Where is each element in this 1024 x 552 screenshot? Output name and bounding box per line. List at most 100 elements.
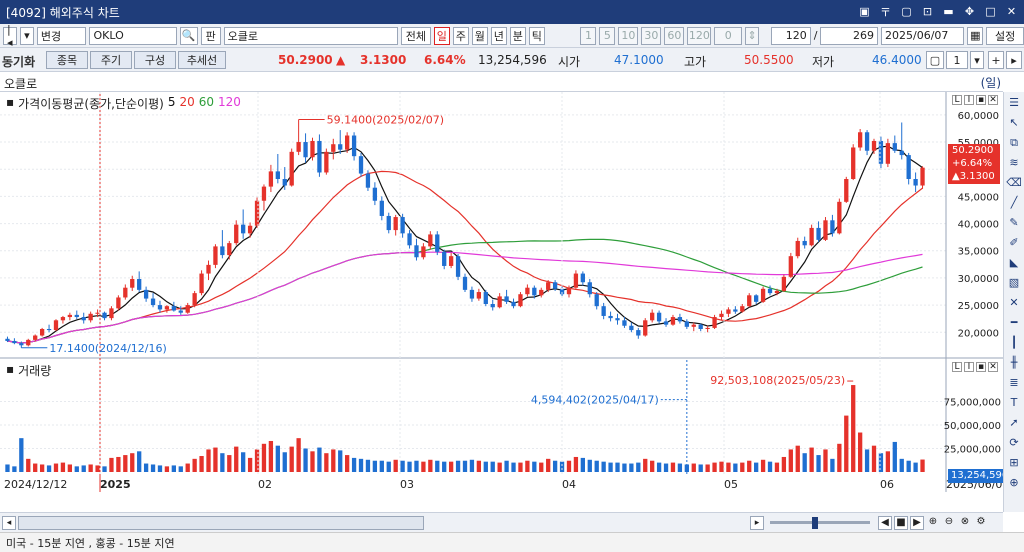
save-icon[interactable]: ⊡ <box>922 5 933 18</box>
search-icon[interactable]: 🔍 <box>179 26 198 45</box>
fib-icon[interactable]: ≣ <box>1009 376 1019 389</box>
cycle-icon[interactable]: ⟳ <box>1009 436 1019 449</box>
move-icon[interactable]: ✥ <box>964 5 975 18</box>
price-box-value: 50.2900 <box>952 145 994 156</box>
symbol-input[interactable]: OKLO <box>89 26 177 45</box>
all-button[interactable]: 전체 <box>400 26 431 45</box>
interval-5[interactable]: 5 <box>599 26 616 45</box>
layers-icon[interactable]: ≋ <box>1009 156 1019 169</box>
pane-lock-icon[interactable]: L <box>952 362 962 372</box>
pane-close-icon[interactable]: ✕ <box>988 362 998 372</box>
settings-button[interactable]: 설정 <box>986 26 1024 45</box>
add-icon[interactable]: + <box>988 51 1004 69</box>
arrow-icon[interactable]: ➚ <box>1009 416 1019 429</box>
calendar-icon[interactable]: ▦ <box>967 26 984 45</box>
bar-count-input[interactable]: 120 <box>771 26 811 45</box>
zoom-out-icon[interactable]: ⊖ <box>944 516 954 527</box>
pane-lock-icon[interactable]: L <box>952 95 962 105</box>
interval-1[interactable]: 1 <box>580 26 597 45</box>
period-minute[interactable]: 분 <box>509 26 526 45</box>
more-icon[interactable]: ▸ <box>1006 51 1022 69</box>
grid-icon[interactable]: ⊞ <box>1009 456 1019 469</box>
chart-svg[interactable]: 60,000055,000050,000045,000040,000035,00… <box>0 92 1009 512</box>
volume-cursor-label: 4,594,402(2025/04/17) <box>531 394 659 407</box>
pane-max-icon[interactable]: ▪ <box>976 95 986 105</box>
prev-icon[interactable]: |◂ <box>3 23 17 49</box>
brush-icon[interactable]: ✐ <box>1009 236 1019 249</box>
pen-icon[interactable]: ✎ <box>1009 216 1019 229</box>
play-icon[interactable]: ▶ <box>910 516 924 530</box>
zoom-reset-icon[interactable]: ⊗ <box>960 516 970 527</box>
candle-body <box>698 324 703 329</box>
scroll-left-icon[interactable]: ◂ <box>2 516 16 530</box>
interval-10[interactable]: 10 <box>618 26 639 45</box>
volume-bar <box>795 445 800 472</box>
vline-icon[interactable]: ┃ <box>1010 336 1018 349</box>
split-dropdown-icon[interactable]: ▾ <box>970 51 984 69</box>
date-input[interactable]: 2025/06/07 <box>881 26 965 45</box>
gear-icon[interactable]: ⚙ <box>976 516 986 527</box>
candle-body <box>157 305 163 310</box>
tab-trendline[interactable]: 추세선 <box>178 51 226 69</box>
volume-bar <box>60 462 66 472</box>
link-icon[interactable]: ▣ <box>859 5 870 18</box>
candle-body <box>206 264 211 274</box>
scroll-right-icon[interactable]: ▸ <box>750 516 764 530</box>
interval-30[interactable]: 30 <box>641 26 662 45</box>
pane-log-icon[interactable]: I <box>964 362 974 372</box>
volume-bar <box>442 461 447 472</box>
split-icon[interactable]: ▢ <box>926 51 944 69</box>
period-week[interactable]: 주 <box>452 26 469 45</box>
tab-stock[interactable]: 종목 <box>46 51 88 69</box>
stop-icon[interactable]: ■ <box>894 516 908 530</box>
close-icon[interactable]: ✕ <box>1006 5 1017 18</box>
minimize-icon[interactable]: ▬ <box>943 5 954 18</box>
volume-tick-label: 75,000,000 <box>944 398 1001 409</box>
zoom-slider-track[interactable] <box>770 521 870 524</box>
cursor-icon[interactable]: ↖ <box>1009 116 1019 129</box>
copy-icon[interactable]: ⧉ <box>1010 136 1018 149</box>
period-month[interactable]: 월 <box>471 26 488 45</box>
interval-120[interactable]: 120 <box>687 26 712 45</box>
volume-bar <box>206 449 211 472</box>
pane-log-icon[interactable]: I <box>964 95 974 105</box>
candle-body <box>920 167 925 186</box>
hline-icon[interactable]: ━ <box>1010 316 1018 329</box>
zoom-slider-handle[interactable] <box>812 517 818 529</box>
cross-icon[interactable]: ✕ <box>1009 296 1019 309</box>
period-year[interactable]: 년 <box>490 26 507 45</box>
period-day[interactable]: 일 <box>433 26 450 45</box>
eraser-icon[interactable]: ⌫ <box>1006 176 1022 189</box>
candle-body <box>760 288 766 302</box>
tab-period[interactable]: 주기 <box>90 51 132 69</box>
fill-icon[interactable]: ◣ <box>1009 256 1019 269</box>
pin-icon[interactable]: 〒 <box>880 5 891 19</box>
mode-select[interactable]: 변경 <box>36 26 87 45</box>
menu-icon[interactable]: ☰ <box>1009 96 1019 109</box>
line-icon[interactable]: ╱ <box>1010 196 1018 209</box>
candle-body <box>719 313 724 318</box>
candle-body <box>448 256 454 266</box>
maximize-icon[interactable]: □ <box>985 5 996 18</box>
lock-button[interactable]: 판 <box>200 26 221 45</box>
tab-compose[interactable]: 구성 <box>134 51 176 69</box>
chart-area[interactable]: 60,000055,000050,000045,000040,000035,00… <box>0 92 1009 492</box>
number-icon[interactable]: ▢ <box>901 5 912 18</box>
dropdown-arrow-icon[interactable]: ▾ <box>19 26 34 45</box>
play-back-icon[interactable]: ◀ <box>878 516 892 530</box>
period-tick[interactable]: 틱 <box>528 26 545 45</box>
pane-max-icon[interactable]: ▪ <box>976 362 986 372</box>
split-count[interactable]: 1 <box>946 51 968 69</box>
zoom-in-icon[interactable]: ⊕ <box>928 516 938 527</box>
channel-icon[interactable]: ╫ <box>1010 356 1018 369</box>
text-icon[interactable]: T <box>1010 396 1018 409</box>
spin-icon[interactable]: ⇕ <box>745 26 760 45</box>
volume-bar <box>608 462 613 472</box>
target-icon[interactable]: ⊕ <box>1009 476 1019 489</box>
count-input[interactable]: 0 <box>714 26 743 45</box>
pane-close-icon[interactable]: ✕ <box>988 95 998 105</box>
hatch-icon[interactable]: ▧ <box>1008 276 1020 289</box>
volume-bar <box>227 455 232 472</box>
interval-60[interactable]: 60 <box>664 26 685 45</box>
scrollbar-thumb[interactable] <box>18 516 424 530</box>
